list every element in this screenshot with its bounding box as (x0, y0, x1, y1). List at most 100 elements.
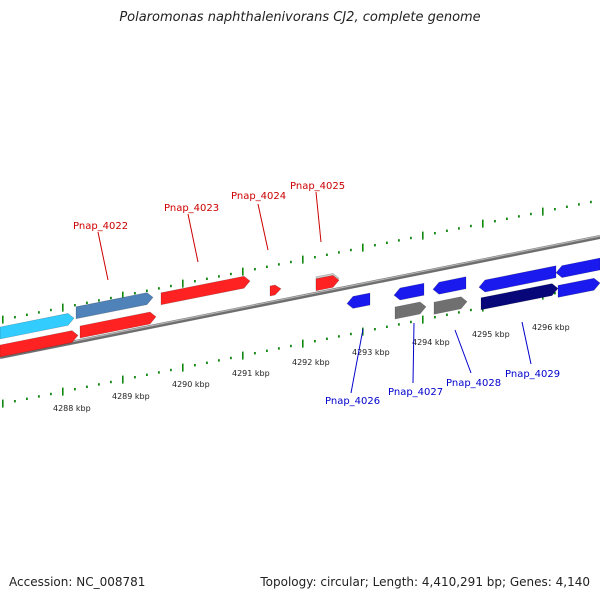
tick-mark (314, 340, 316, 343)
genome-summary: Topology: circular; Length: 4,410,291 bp… (260, 575, 590, 589)
gene-labels: Pnap_4022 Pnap_4023 Pnap_4024 Pnap_4025 … (73, 181, 560, 407)
tick-mark (14, 316, 16, 319)
scale-label: 4294 kbp (412, 338, 450, 347)
tick-mark (242, 267, 244, 276)
gene-arrow[interactable] (79, 311, 157, 339)
tick-mark (446, 313, 448, 316)
tick-mark (206, 361, 208, 364)
tick-mark (170, 368, 172, 372)
tick-mark (506, 217, 508, 220)
scale-label: 4292 kbp (292, 358, 330, 367)
tick-mark (206, 277, 208, 280)
label-leader (350, 328, 364, 394)
tick-mark (410, 236, 412, 240)
axis-line (0, 235, 600, 359)
axis-highlight (0, 235, 600, 357)
gene-arrow[interactable] (555, 257, 600, 278)
tick-mark (374, 244, 376, 247)
tick-mark (110, 380, 112, 384)
gene-arrow[interactable] (315, 275, 340, 292)
tick-mark (182, 279, 184, 288)
gene-label-bottom[interactable]: Pnap_4029 (505, 369, 560, 380)
gene-label-bottom[interactable]: Pnap_4026 (325, 396, 380, 407)
tick-mark (338, 251, 340, 254)
tick-mark (86, 301, 88, 304)
tick-mark (434, 232, 436, 235)
tick-mark (134, 376, 136, 379)
gene-arrow[interactable] (346, 292, 371, 309)
tick-mark (266, 349, 268, 352)
tick-mark (278, 263, 280, 266)
tick-mark (554, 292, 556, 295)
label-leader (315, 191, 322, 243)
tick-mark (146, 289, 148, 292)
tick-mark (530, 212, 532, 216)
map-title: Polaromonas naphthalenivorans CJ2, compl… (119, 10, 481, 25)
gene-arrow[interactable] (432, 276, 467, 295)
gene-arrow[interactable] (393, 282, 425, 301)
label-leader (454, 329, 472, 374)
tick-mark (302, 339, 304, 348)
label-leader (257, 203, 269, 251)
tick-mark (170, 284, 172, 288)
tick-mark (398, 239, 400, 242)
tick-mark (158, 371, 160, 374)
gene-label-bottom[interactable]: Pnap_4027 (388, 387, 443, 398)
gene-label-bottom[interactable]: Pnap_4028 (446, 378, 501, 389)
accession-text: Accession: NC_008781 (9, 575, 146, 589)
tick-mark (50, 392, 52, 396)
scale-label: 4289 kbp (112, 392, 150, 401)
tick-mark (50, 308, 52, 312)
tick-mark (578, 203, 580, 206)
tick-mark (290, 260, 292, 264)
tick-mark (98, 383, 100, 386)
tick-mark (326, 253, 328, 256)
tick-mark (158, 287, 160, 290)
tick-mark (470, 224, 472, 228)
tick-mark (182, 363, 184, 372)
gene-arrow[interactable] (478, 265, 557, 293)
tick-mark (482, 219, 484, 228)
gene-arrow[interactable] (394, 301, 427, 320)
tick-mark (590, 200, 592, 204)
gene-label-top[interactable]: Pnap_4024 (231, 191, 286, 202)
tick-mark (14, 400, 16, 403)
gene-arrow[interactable] (0, 313, 75, 340)
tick-mark (446, 229, 448, 232)
tick-mark (290, 344, 292, 348)
tick-mark (2, 315, 4, 324)
gene-arrow[interactable] (433, 296, 468, 315)
tick-mark (62, 387, 64, 396)
gene-label-top[interactable]: Pnap_4023 (164, 203, 219, 214)
tick-mark (242, 351, 244, 360)
tick-mark (554, 208, 556, 211)
tick-mark (458, 311, 460, 314)
tick-mark (398, 323, 400, 326)
tick-mark (410, 320, 412, 324)
tick-mark (542, 207, 544, 216)
tick-mark (194, 280, 196, 283)
gene-arrow[interactable] (0, 330, 79, 358)
tick-mark (74, 388, 76, 391)
gene-arrow[interactable] (557, 277, 600, 298)
tick-marks (2, 200, 592, 408)
gene-features[interactable] (0, 257, 600, 358)
tick-mark (302, 255, 304, 264)
gene-arrow[interactable] (75, 292, 154, 320)
tick-mark (374, 328, 376, 331)
gene-arrow[interactable] (160, 275, 251, 306)
gene-arrow[interactable] (480, 283, 559, 311)
tick-mark (62, 303, 64, 312)
tick-mark (326, 337, 328, 340)
gene-arrow[interactable] (269, 284, 282, 297)
gene-label-top[interactable]: Pnap_4025 (290, 181, 345, 192)
gene-label-top[interactable]: Pnap_4022 (73, 221, 128, 232)
tick-mark (26, 313, 28, 316)
tick-mark (194, 364, 196, 367)
tick-mark (278, 347, 280, 350)
tick-mark (254, 268, 256, 271)
tick-mark (422, 315, 424, 324)
scale-label: 4290 kbp (172, 380, 210, 389)
tick-mark (254, 352, 256, 355)
